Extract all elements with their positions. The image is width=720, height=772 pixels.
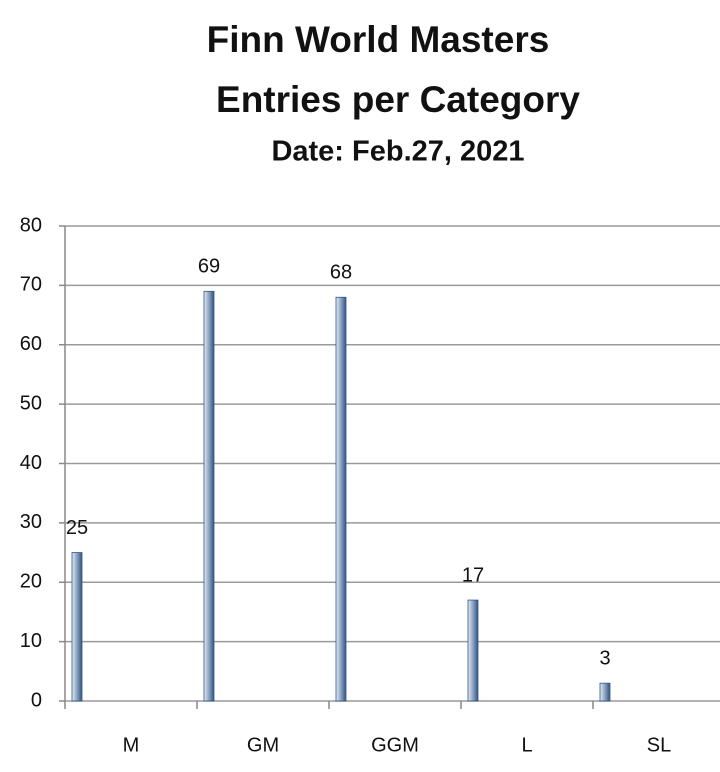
y-tick-label: 80 (20, 214, 42, 236)
chart-subtitle: Date: Feb.27, 2021 (271, 136, 524, 168)
data-label: 69 (198, 256, 220, 278)
bar (71, 552, 83, 702)
y-tick-label: 50 (20, 392, 42, 414)
y-tick-label: 70 (20, 274, 42, 296)
y-tick-label: 0 (31, 689, 42, 711)
x-tick-label: M (123, 734, 140, 756)
y-tick-label: 40 (20, 452, 42, 474)
x-tick-label: L (521, 734, 532, 756)
y-tick-label: 20 (20, 571, 42, 593)
y-tick-label: 30 (20, 511, 42, 533)
bar (467, 599, 479, 702)
y-tick-label: 60 (20, 333, 42, 355)
bar (203, 290, 215, 702)
y-tick-label: 10 (20, 630, 42, 652)
bar (335, 296, 347, 702)
data-label: 68 (330, 262, 352, 284)
data-label: 17 (462, 564, 484, 586)
x-tick-label: GM (247, 734, 279, 756)
chart-title: Entries per Category (216, 79, 580, 120)
x-tick-label: SL (647, 734, 671, 756)
x-tick-label: GGM (371, 734, 419, 756)
data-label: 3 (599, 647, 610, 669)
chart-title: Finn World Masters (207, 19, 550, 60)
bar (599, 682, 611, 702)
data-label: 25 (66, 517, 88, 539)
